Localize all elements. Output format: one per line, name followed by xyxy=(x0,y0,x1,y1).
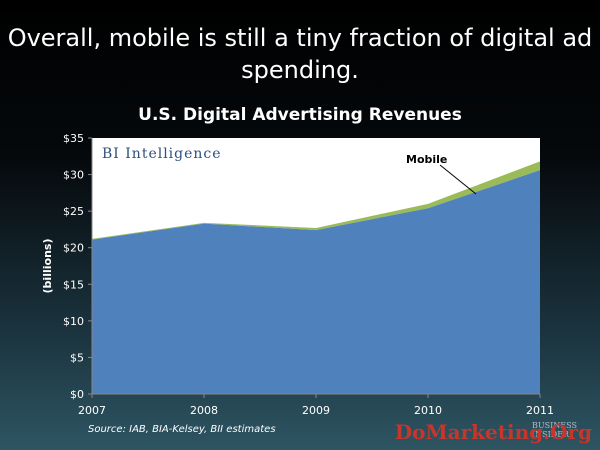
bi-intelligence-brand: BI Intelligence xyxy=(102,146,222,162)
source-note: Source: IAB, BIA-Kelsey, BII estimates xyxy=(88,424,276,435)
x-tick-label: 2009 xyxy=(302,404,330,417)
chart-title: U.S. Digital Advertising Revenues xyxy=(138,105,462,125)
x-tick-label: 2008 xyxy=(190,404,218,417)
y-tick-label: $30 xyxy=(63,169,84,182)
slide-title: Overall, mobile is still a tiny fraction… xyxy=(7,24,593,84)
domarketing-watermark: DoMarketing.Org xyxy=(394,420,592,444)
mobile-series-label: Mobile xyxy=(406,153,448,166)
x-tick-label: 2007 xyxy=(78,404,106,417)
y-axis-label: (billions) xyxy=(41,239,54,294)
y-tick-label: $15 xyxy=(63,278,84,291)
y-tick-label: $20 xyxy=(63,242,84,255)
y-tick-label: $25 xyxy=(63,205,84,218)
y-tick-label: $35 xyxy=(63,132,84,145)
mobile-pointer-line xyxy=(439,164,477,195)
x-tick-label: 2010 xyxy=(414,404,442,417)
business-insider-logo: BUSINESS INSIDER xyxy=(532,421,577,439)
y-tick-label: $5 xyxy=(70,351,84,364)
y-tick-label: $10 xyxy=(63,315,84,328)
mobile-area xyxy=(92,161,540,240)
y-tick-label: $0 xyxy=(70,388,84,401)
x-tick-label: 2011 xyxy=(526,404,554,417)
desktop-area xyxy=(92,170,540,394)
